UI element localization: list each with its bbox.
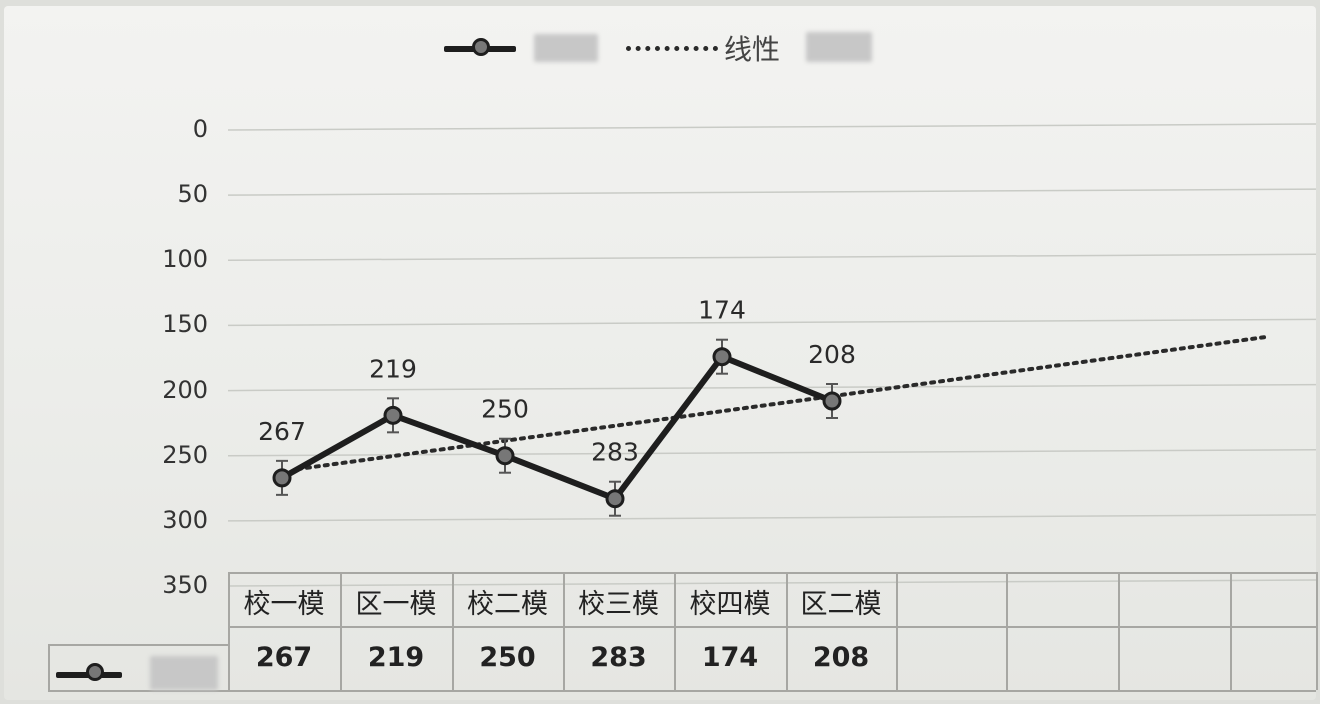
gridline: [227, 253, 1317, 262]
table-column-divider: [896, 572, 898, 690]
legend-series-marker: [472, 38, 490, 56]
y-tick-label: 300: [162, 505, 208, 534]
table-column-divider: [452, 572, 454, 690]
table-value-cell: 219: [367, 642, 425, 673]
data-label: 219: [369, 354, 417, 383]
table-category-cell: 区二模: [800, 589, 882, 620]
table-category-cell: 校一模: [243, 589, 325, 620]
gridlines: [227, 123, 1317, 587]
gridline: [227, 383, 1317, 392]
y-tick-label: 200: [162, 375, 208, 404]
data-point: [272, 468, 292, 488]
gridline: [227, 123, 1317, 131]
table-legend-marker: [86, 663, 104, 681]
error-bars: [276, 338, 838, 517]
data-label: 267: [258, 417, 306, 446]
data-label: 208: [808, 340, 856, 369]
data-label: 283: [591, 438, 639, 467]
series-polyline: [280, 353, 834, 502]
y-tick-label: 350: [162, 571, 208, 599]
table-column-divider: [1230, 572, 1232, 690]
table-border-left: [48, 644, 50, 690]
gridline: [227, 318, 1317, 327]
table-series-name-redacted: [150, 656, 218, 690]
chart-legend: 线性: [430, 16, 900, 72]
table-value-cell: 267: [255, 642, 313, 673]
table-column-divider: [1118, 572, 1120, 690]
table-column-divider: [228, 572, 230, 690]
table-border-bottom: [48, 690, 1316, 692]
table-category-cell: 校二模: [467, 589, 548, 620]
y-tick-label: 0: [192, 115, 208, 143]
y-tick-label: 50: [177, 180, 208, 209]
legend-trendline-sample: [626, 46, 718, 51]
legend-trendline-name-redacted: [806, 32, 872, 62]
trendline: [296, 334, 1270, 472]
table-value-cell: 250: [479, 642, 536, 673]
legend-trendline-label: 线性: [724, 33, 781, 66]
data-point: [383, 405, 403, 425]
data-markers: [272, 347, 842, 509]
series-line: [280, 353, 834, 502]
table-column-divider: [674, 572, 676, 690]
legend-series-name-redacted: [534, 34, 598, 62]
table-value-cell: 283: [590, 642, 647, 673]
table-border-left-top: [48, 644, 228, 646]
table-border-mid: [228, 626, 1316, 628]
data-point: [822, 391, 842, 411]
data-point: [495, 446, 515, 466]
gridline: [227, 514, 1317, 522]
data-labels: 267 219 250 283 174 208: [258, 296, 856, 467]
data-label: 174: [698, 296, 746, 325]
y-tick-label: 250: [162, 440, 208, 469]
table-column-divider: [1006, 572, 1008, 690]
y-tick-label: 150: [162, 310, 208, 339]
table-border-top: [228, 572, 1316, 574]
table-column-divider: [786, 572, 788, 690]
y-tick-label: 100: [162, 245, 208, 274]
data-point: [605, 489, 625, 509]
gridline: [227, 579, 1317, 587]
table-value-cell: 174: [701, 642, 759, 673]
data-label: 250: [481, 395, 529, 424]
table-category-cell: 校三模: [578, 589, 659, 620]
table-value-cell: 208: [812, 642, 870, 673]
table-column-divider: [563, 572, 565, 690]
data-point: [712, 347, 732, 367]
table-column-divider: [340, 572, 342, 690]
table-category-cell: 校四模: [689, 589, 771, 620]
table-category-cell: 区一模: [355, 589, 437, 620]
trendline-linear: [296, 334, 1270, 472]
gridline: [227, 188, 1317, 196]
table-column-divider: [1316, 572, 1318, 690]
